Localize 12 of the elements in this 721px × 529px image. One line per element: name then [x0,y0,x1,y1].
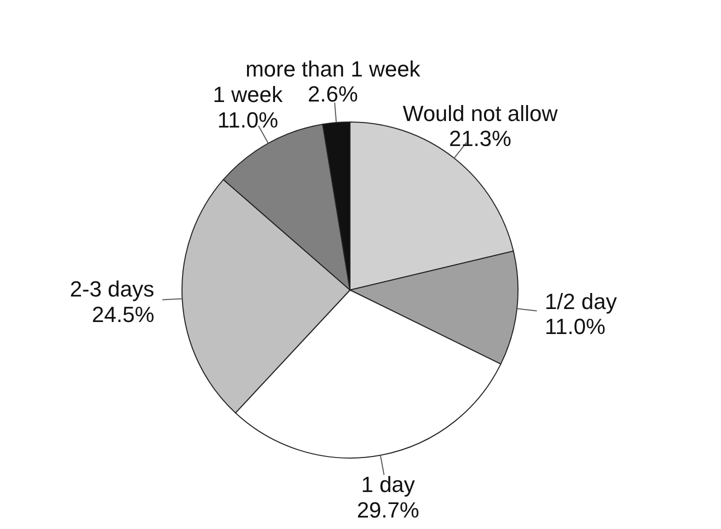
slice-label: 1 day [361,472,415,498]
slice-label: 2-3 days [70,276,154,302]
slice-label: more than 1 week [245,56,422,82]
data-label: 21.3% [448,126,512,152]
slice-label: 1/2 day [544,288,617,314]
data-label: 2.6% [308,82,358,107]
data-label: 11.0% [217,107,278,132]
slice-label: 1 week [212,82,284,108]
data-label: 11.0% [544,314,606,340]
data-label: 29.7% [356,497,420,522]
slice-label: Would not allow [402,100,558,126]
data-label: 24.5% [92,302,154,327]
